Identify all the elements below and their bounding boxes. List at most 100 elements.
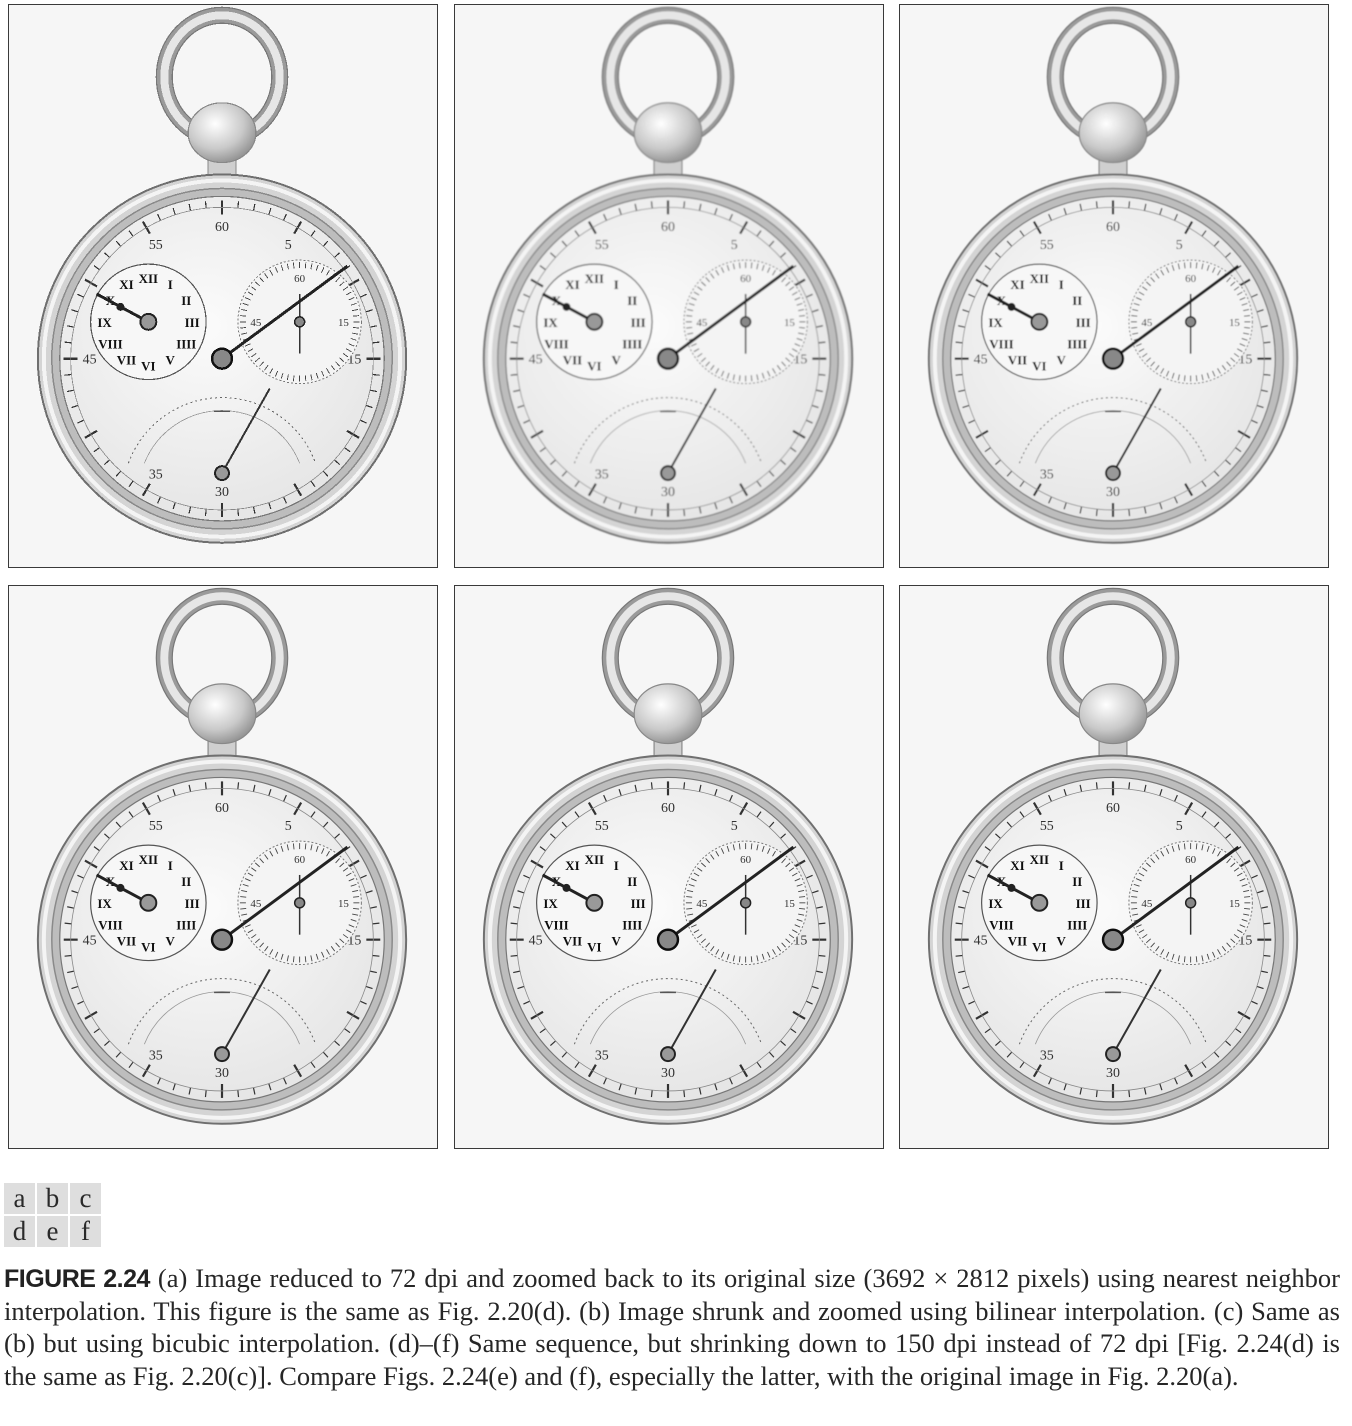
lower-hand — [221, 969, 271, 1055]
dial-number: 60 — [215, 801, 229, 816]
dial-number: 30 — [215, 485, 229, 500]
pocket-watch-image: 6051530354555XIIIIIIIIIIIIVVIVIIVIIIIXXX… — [927, 6, 1299, 544]
seconds-number: 60 — [294, 854, 305, 866]
dial-number: 45 — [529, 353, 543, 368]
subfigure-label: d — [4, 1216, 35, 1247]
minute-ticks — [63, 200, 381, 517]
dial-number: 55 — [595, 819, 609, 834]
roman-numeral: VIII — [989, 918, 1013, 933]
minute-hand — [667, 845, 795, 941]
dial-number: 5 — [731, 819, 738, 834]
roman-numeral: IIII — [622, 337, 642, 352]
dial-number: 55 — [1040, 238, 1054, 253]
seconds-number: 15 — [784, 898, 795, 910]
roman-numeral: XI — [119, 858, 133, 873]
roman-numeral: VII — [563, 934, 582, 949]
roman-numeral: VII — [117, 934, 136, 949]
roman-numeral: III — [631, 896, 646, 911]
lower-subdial-arc — [573, 978, 763, 1045]
minute-hand — [221, 264, 349, 360]
lower-subdial-arc — [1018, 397, 1208, 464]
subfigure-label: a — [4, 1183, 35, 1214]
seconds-number: 15 — [1229, 898, 1240, 910]
roman-numeral: IIII — [176, 337, 196, 352]
roman-numeral: V — [166, 934, 176, 949]
center-pivot — [1101, 347, 1125, 370]
crown-knob — [187, 683, 257, 745]
lower-hand — [1112, 969, 1162, 1055]
roman-numeral: V — [1057, 934, 1067, 949]
minute-hand — [1112, 845, 1240, 941]
minute-hand — [221, 845, 349, 941]
seconds-number: 60 — [740, 854, 751, 866]
center-pivot — [210, 347, 234, 370]
roman-numeral: II — [627, 293, 637, 308]
roman-numeral: XII — [1030, 271, 1049, 286]
roman-numeral: IX — [988, 896, 1003, 911]
lower-subdial-arc — [573, 397, 763, 464]
lower-hand — [667, 388, 717, 474]
dial-number: 30 — [215, 1066, 229, 1081]
seconds-number: 15 — [338, 898, 349, 910]
roman-numeral: V — [612, 353, 622, 368]
figure-caption: FIGURE 2.24 (a) Image reduced to 72 dpi a… — [4, 1262, 1340, 1392]
dial-number: 45 — [83, 934, 97, 949]
roman-numeral: VI — [587, 359, 601, 374]
roman-numeral: II — [181, 293, 191, 308]
roman-numeral: XI — [119, 277, 133, 292]
roman-numeral: VIII — [544, 918, 568, 933]
figure-number: FIGURE 2.24 — [4, 1265, 150, 1293]
roman-numeral: IIII — [622, 918, 642, 933]
dial-number: 5 — [285, 819, 292, 834]
dial-number: 35 — [1040, 467, 1054, 482]
center-pivot — [656, 928, 680, 951]
pocket-watch-image: 6051530354555XIIIIIIIIIIIIVVIVIIVIIIIXXX… — [36, 6, 408, 544]
seconds-number: 45 — [250, 898, 261, 910]
seconds-number: 60 — [740, 273, 751, 285]
roman-numeral: I — [1059, 858, 1064, 873]
roman-numeral: III — [631, 315, 646, 330]
roman-numeral: VIII — [98, 918, 122, 933]
roman-numeral: II — [1072, 293, 1082, 308]
roman-numeral: XII — [585, 852, 604, 867]
lower-subdial-arc — [127, 978, 317, 1045]
roman-numeral: III — [1076, 896, 1091, 911]
center-pivot — [210, 928, 234, 951]
center-pivot — [1101, 928, 1125, 951]
roman-numeral: III — [185, 315, 200, 330]
roman-numeral: IIII — [176, 918, 196, 933]
roman-numeral: XI — [1010, 277, 1024, 292]
dial-number: 5 — [731, 238, 738, 253]
crown-knob — [633, 683, 703, 745]
minute-hand — [667, 264, 795, 360]
dial-number: 60 — [661, 220, 675, 235]
roman-numeral: XII — [139, 271, 158, 286]
roman-numeral: I — [614, 277, 619, 292]
seconds-number: 45 — [1141, 317, 1152, 329]
seconds-number: 15 — [338, 317, 349, 329]
roman-numeral: IIII — [1067, 337, 1087, 352]
roman-numeral: VI — [141, 940, 155, 955]
roman-numeral: XI — [565, 858, 579, 873]
subfigure-label: f — [70, 1216, 101, 1247]
subfigure-label-grid: a b c d e f — [4, 1183, 101, 1247]
seconds-number: 60 — [1185, 854, 1196, 866]
lower-hand — [667, 969, 717, 1055]
dial-number: 30 — [1106, 1066, 1120, 1081]
roman-numeral: XII — [585, 271, 604, 286]
panel-e-bilinear-150dpi: 6051530354555XIIIIIIIIIIIIVVIVIIVIIIIXXX… — [454, 585, 884, 1149]
roman-numeral: III — [1076, 315, 1091, 330]
lower-subdial-arc — [127, 397, 317, 464]
dial-number: 5 — [1176, 819, 1183, 834]
panel-f-bicubic-150dpi: 6051530354555XIIIIIIIIIIIIVVIVIIVIIIIXXX… — [899, 585, 1329, 1149]
pocket-watch-image: 6051530354555XIIIIIIIIIIIIVVIVIIVIIIIXXX… — [482, 6, 854, 544]
dial-number: 45 — [529, 934, 543, 949]
roman-numeral: IX — [988, 315, 1003, 330]
roman-numeral: IX — [543, 315, 558, 330]
roman-numeral: VI — [1032, 940, 1046, 955]
roman-numeral: IX — [97, 896, 112, 911]
dial-number: 5 — [285, 238, 292, 253]
dial-number: 60 — [215, 220, 229, 235]
dial-number: 60 — [1106, 801, 1120, 816]
roman-numeral: V — [612, 934, 622, 949]
